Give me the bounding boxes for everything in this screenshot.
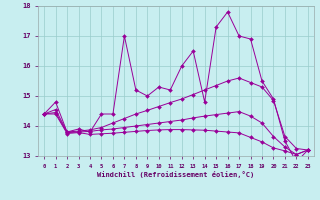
X-axis label: Windchill (Refroidissement éolien,°C): Windchill (Refroidissement éolien,°C) [97,171,255,178]
